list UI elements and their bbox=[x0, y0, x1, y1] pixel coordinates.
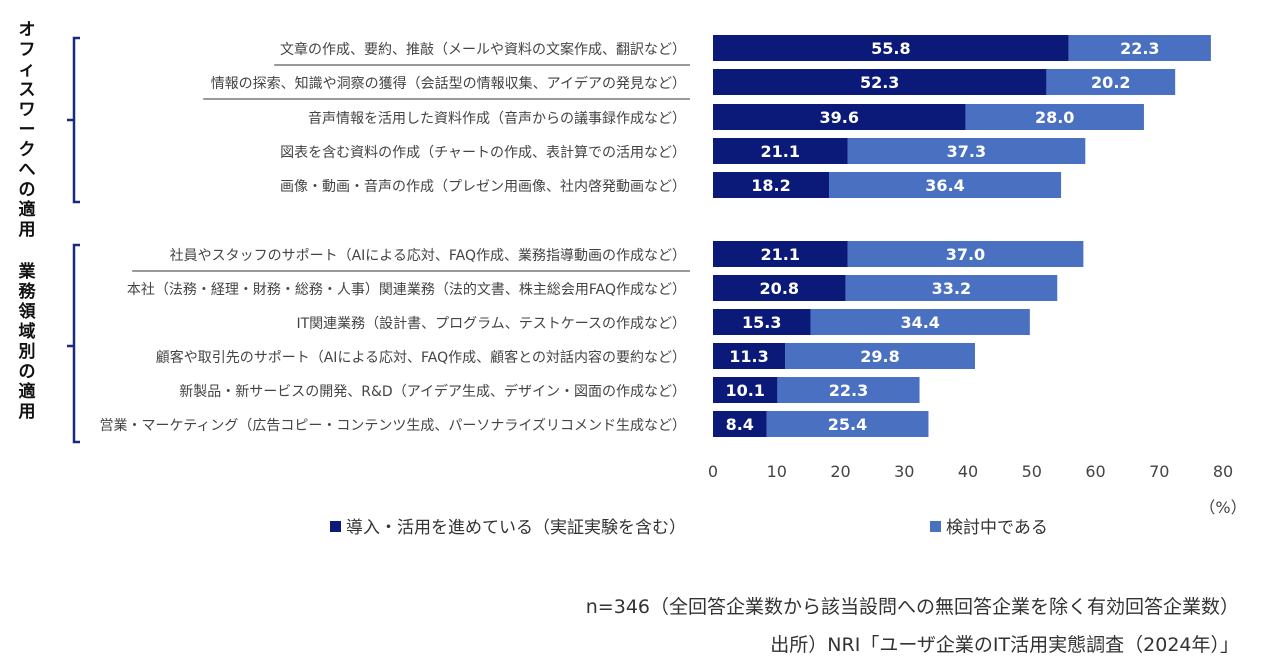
group-bracket-1 bbox=[67, 243, 80, 444]
category-label: 社員やスタッフのサポート（AIによる応対、FAQ作成、業務指導動画の作成など） bbox=[170, 248, 686, 264]
category-label: 本社（法務・経理・財務・総務・人事）関連業務（法的文書、株主総会用FAQ作成など… bbox=[127, 282, 686, 298]
category-label: 図表を含む資料の作成（チャートの作成、表計算での活用など） bbox=[280, 145, 686, 161]
x-tick-label: 50 bbox=[1022, 462, 1042, 481]
bar-segment-considering bbox=[829, 172, 1062, 198]
data-label: 36.4 bbox=[925, 176, 964, 195]
bar-segment-adopted bbox=[713, 411, 767, 437]
data-label: 21.1 bbox=[761, 142, 800, 161]
x-tick-label: 60 bbox=[1085, 462, 1105, 481]
bar-segment-considering bbox=[965, 104, 1144, 130]
data-label: 20.8 bbox=[760, 279, 799, 298]
sample-note: n=346（全回答企業数から該当設問への無回答企業を除く有効回答企業数） bbox=[585, 596, 1239, 618]
data-label: 15.3 bbox=[742, 313, 781, 332]
x-tick-label: 80 bbox=[1213, 462, 1233, 481]
x-tick-label: 10 bbox=[767, 462, 787, 481]
bar-segment-considering bbox=[810, 309, 1030, 335]
bar-segment-adopted bbox=[713, 104, 966, 130]
category-label: 新製品・新サービスの開発、R&D（アイデア生成、デザイン・図面の作成など） bbox=[179, 383, 686, 400]
data-label: 34.4 bbox=[900, 313, 939, 332]
bar-segment-adopted bbox=[713, 35, 1069, 61]
data-label: 21.1 bbox=[761, 245, 800, 264]
data-label: 37.0 bbox=[946, 245, 985, 264]
x-axis-unit: （%） bbox=[1199, 498, 1246, 517]
data-label: 37.3 bbox=[947, 142, 986, 161]
category-label: 文章の作成、要約、推敲（メールや資料の文案作成、翻訳など） bbox=[280, 41, 686, 58]
data-label: 52.3 bbox=[860, 73, 899, 92]
data-label: 39.6 bbox=[819, 108, 858, 127]
bar-segment-considering bbox=[766, 411, 929, 437]
bar-segment-considering bbox=[1046, 69, 1176, 95]
data-label: 33.2 bbox=[932, 279, 971, 298]
legend-label-1: 検討中である bbox=[946, 518, 1048, 538]
bar-segment-adopted bbox=[713, 343, 786, 369]
x-tick-label: 30 bbox=[894, 462, 914, 481]
data-label: 29.8 bbox=[860, 347, 899, 366]
category-label: 顧客や取引先のサポート（AIによる応対、FAQ作成、顧客との対話内容の要約など） bbox=[156, 349, 686, 366]
legend-swatch-0 bbox=[330, 521, 341, 532]
legend-label-0: 導入・活用を進めている（実証実験を含む） bbox=[346, 518, 686, 538]
bar-segment-considering bbox=[1068, 35, 1211, 61]
legend-swatch-1 bbox=[930, 521, 941, 532]
x-tick-label: 70 bbox=[1149, 462, 1169, 481]
bar-segment-adopted bbox=[713, 172, 830, 198]
group-label-business: 業務領域別の適用 bbox=[18, 262, 36, 422]
group-label-office: オフィスワークへの適用 bbox=[18, 20, 36, 240]
bar-segment-adopted bbox=[713, 69, 1047, 95]
category-label: 音声情報を活用した資料作成（音声からの議事録作成など） bbox=[308, 110, 686, 127]
data-label: 22.3 bbox=[1120, 39, 1159, 58]
bar-segment-considering bbox=[847, 241, 1084, 267]
bar-segment-considering bbox=[777, 377, 920, 403]
category-label: 営業・マーケティング（広告コピー・コンテンツ生成、パーソナライズリコメンド生成な… bbox=[100, 418, 686, 434]
data-label: 22.3 bbox=[829, 381, 868, 400]
bar-segment-adopted bbox=[713, 309, 811, 335]
data-label: 25.4 bbox=[828, 415, 867, 434]
x-tick-label: 0 bbox=[708, 462, 718, 481]
bar-segment-considering bbox=[847, 138, 1086, 164]
bar-segment-considering bbox=[845, 275, 1058, 301]
bar-segment-adopted bbox=[713, 241, 848, 267]
bar-segment-adopted bbox=[713, 138, 848, 164]
x-tick-label: 20 bbox=[830, 462, 850, 481]
data-label: 18.2 bbox=[751, 176, 790, 195]
bar-segment-adopted bbox=[713, 377, 778, 403]
category-label: IT関連業務（設計書、プログラム、テストケースの作成など） bbox=[296, 316, 686, 332]
data-label: 10.1 bbox=[725, 381, 764, 400]
bar-segment-adopted bbox=[713, 275, 846, 301]
category-label: 画像・動画・音声の作成（プレゼン用画像、社内啓発動画など） bbox=[280, 178, 686, 195]
data-label: 20.2 bbox=[1091, 73, 1130, 92]
data-label: 55.8 bbox=[871, 39, 910, 58]
category-label: 情報の探索、知識や洞察の獲得（会話型の情報収集、アイデアの発見など） bbox=[211, 75, 686, 92]
data-label: 11.3 bbox=[729, 347, 768, 366]
data-label: 28.0 bbox=[1035, 108, 1074, 127]
x-tick-label: 40 bbox=[958, 462, 978, 481]
data-label: 8.4 bbox=[726, 415, 754, 434]
source-note: 出所）NRI「ユーザ企業のIT活用実態調査（2024年）」 bbox=[770, 634, 1239, 656]
group-bracket-0 bbox=[67, 36, 80, 204]
bar-segment-considering bbox=[785, 343, 976, 369]
